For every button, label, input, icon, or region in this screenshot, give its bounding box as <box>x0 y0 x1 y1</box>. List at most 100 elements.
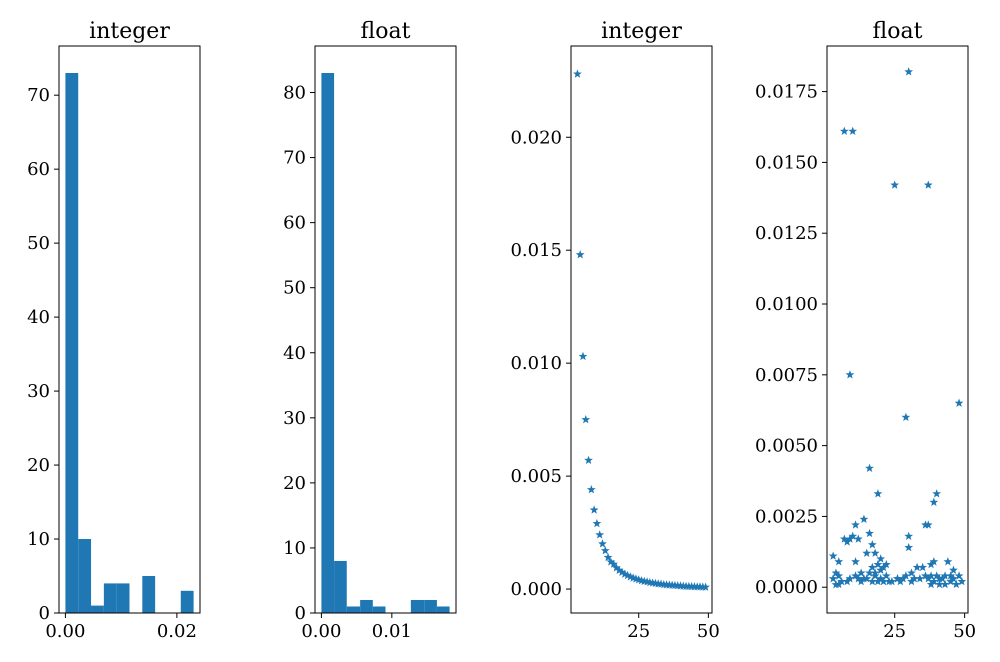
chart-panel-3: integer 25 50 0.000 0.005 0.010 0.015 0.020 <box>510 19 719 642</box>
y-tick-label: 0.005 <box>510 466 562 487</box>
scatter-point <box>935 579 944 589</box>
scatter-point <box>603 552 613 562</box>
scatter-point <box>951 579 961 589</box>
y-tick-label: 0.0075 <box>755 365 818 386</box>
scatter-point <box>879 562 888 572</box>
y-tick-label: 30 <box>283 408 306 429</box>
scatter-point <box>954 571 964 580</box>
x-tick-label: 0.01 <box>372 621 412 642</box>
scatter-point <box>600 546 610 555</box>
scatter-point <box>870 548 880 557</box>
scatter-point <box>589 505 599 514</box>
y-tick-label: 20 <box>283 473 306 494</box>
y-tick-label: 0.010 <box>510 353 562 374</box>
x-tick-label: 25 <box>627 621 650 642</box>
scatter-point <box>592 518 602 528</box>
scatter-point <box>926 571 936 580</box>
scatter-point <box>887 576 897 586</box>
scatter-point <box>890 180 900 189</box>
scatter-point <box>904 531 914 540</box>
x-tick-label: 0.00 <box>301 621 341 642</box>
scatter-point <box>865 463 874 472</box>
axes-frame <box>314 45 457 614</box>
y-tick-label: 0.015 <box>510 240 562 261</box>
scatter-point <box>907 576 916 586</box>
scatter-point <box>851 520 860 529</box>
histogram-bar <box>103 583 117 613</box>
histogram-bar <box>334 560 347 613</box>
scatter-point <box>898 574 908 583</box>
chart-title: float <box>361 19 411 44</box>
scatter-point <box>581 415 591 424</box>
scatter-point <box>940 571 950 580</box>
chart-title: integer <box>89 19 170 44</box>
scatter-point <box>904 67 914 76</box>
scatter-point <box>946 571 956 580</box>
y-tick-label: 80 <box>283 83 306 104</box>
histogram-bar <box>346 606 361 613</box>
scatter-point <box>870 571 880 580</box>
axes-frame <box>570 45 713 614</box>
scatter-point <box>893 574 902 583</box>
scatter-point <box>598 539 607 548</box>
histogram-bar <box>91 605 104 613</box>
scatter-point <box>575 250 585 259</box>
scatter-point <box>839 126 849 135</box>
x-tick-label: 0.00 <box>45 621 85 642</box>
scatter-point <box>937 574 947 583</box>
y-tick-label: 0 <box>295 603 306 624</box>
scatter-point <box>876 574 886 583</box>
scatter-point <box>943 557 953 566</box>
scatter-point <box>940 579 950 589</box>
histogram-bar <box>321 73 335 613</box>
scatter-point <box>904 542 914 552</box>
scatter-point <box>923 180 933 189</box>
scatter-point <box>867 562 877 572</box>
scatter-point <box>831 580 841 589</box>
y-tick-label: 60 <box>283 213 306 234</box>
scatter-point <box>865 568 874 577</box>
scatter-point <box>859 514 869 523</box>
scatter-point <box>921 571 930 580</box>
y-tick-label: 0.000 <box>510 579 562 600</box>
scatter-point <box>862 548 872 557</box>
scatter-point <box>845 534 855 543</box>
histogram-bar <box>372 606 386 613</box>
y-tick-label: 20 <box>27 455 50 476</box>
chart-panel-2: float 0.00 0.01 0 10 20 30 40 50 60 70 80 <box>283 19 457 642</box>
scatter-point <box>949 565 958 574</box>
scatter-point <box>834 557 844 566</box>
histogram-bar <box>142 576 156 613</box>
scatter-point <box>867 576 877 586</box>
scatter-point <box>932 489 942 498</box>
scatter-point <box>929 557 939 566</box>
scatter-point <box>932 571 942 580</box>
scatter-point <box>609 559 619 568</box>
x-tick-label: 0.02 <box>157 621 197 642</box>
scatter-point <box>862 574 872 583</box>
scatter-point <box>853 574 863 583</box>
histogram-bar <box>180 590 194 613</box>
scatter-point <box>909 574 919 583</box>
scatter-point <box>926 559 936 569</box>
scatter-point <box>929 576 939 586</box>
x-tick-label: 50 <box>953 621 976 642</box>
scatter-point <box>873 576 883 586</box>
scatter-point <box>623 570 632 580</box>
scatter-point <box>842 576 852 586</box>
scatter-point <box>839 534 849 543</box>
scatter-point <box>865 528 874 538</box>
y-tick-label: 60 <box>27 159 50 180</box>
scatter-point <box>845 574 855 583</box>
scatter-point <box>612 563 621 572</box>
scatter-point <box>606 557 616 566</box>
scatter-point <box>578 351 588 361</box>
scatter-point <box>625 572 635 581</box>
histogram-bar <box>360 599 373 613</box>
scatter-point <box>895 576 905 586</box>
histogram-bar <box>436 606 450 613</box>
histogram-bar <box>424 599 437 613</box>
scatter-point <box>837 576 846 586</box>
scatter-point <box>949 574 958 583</box>
scatter-point <box>856 576 866 586</box>
